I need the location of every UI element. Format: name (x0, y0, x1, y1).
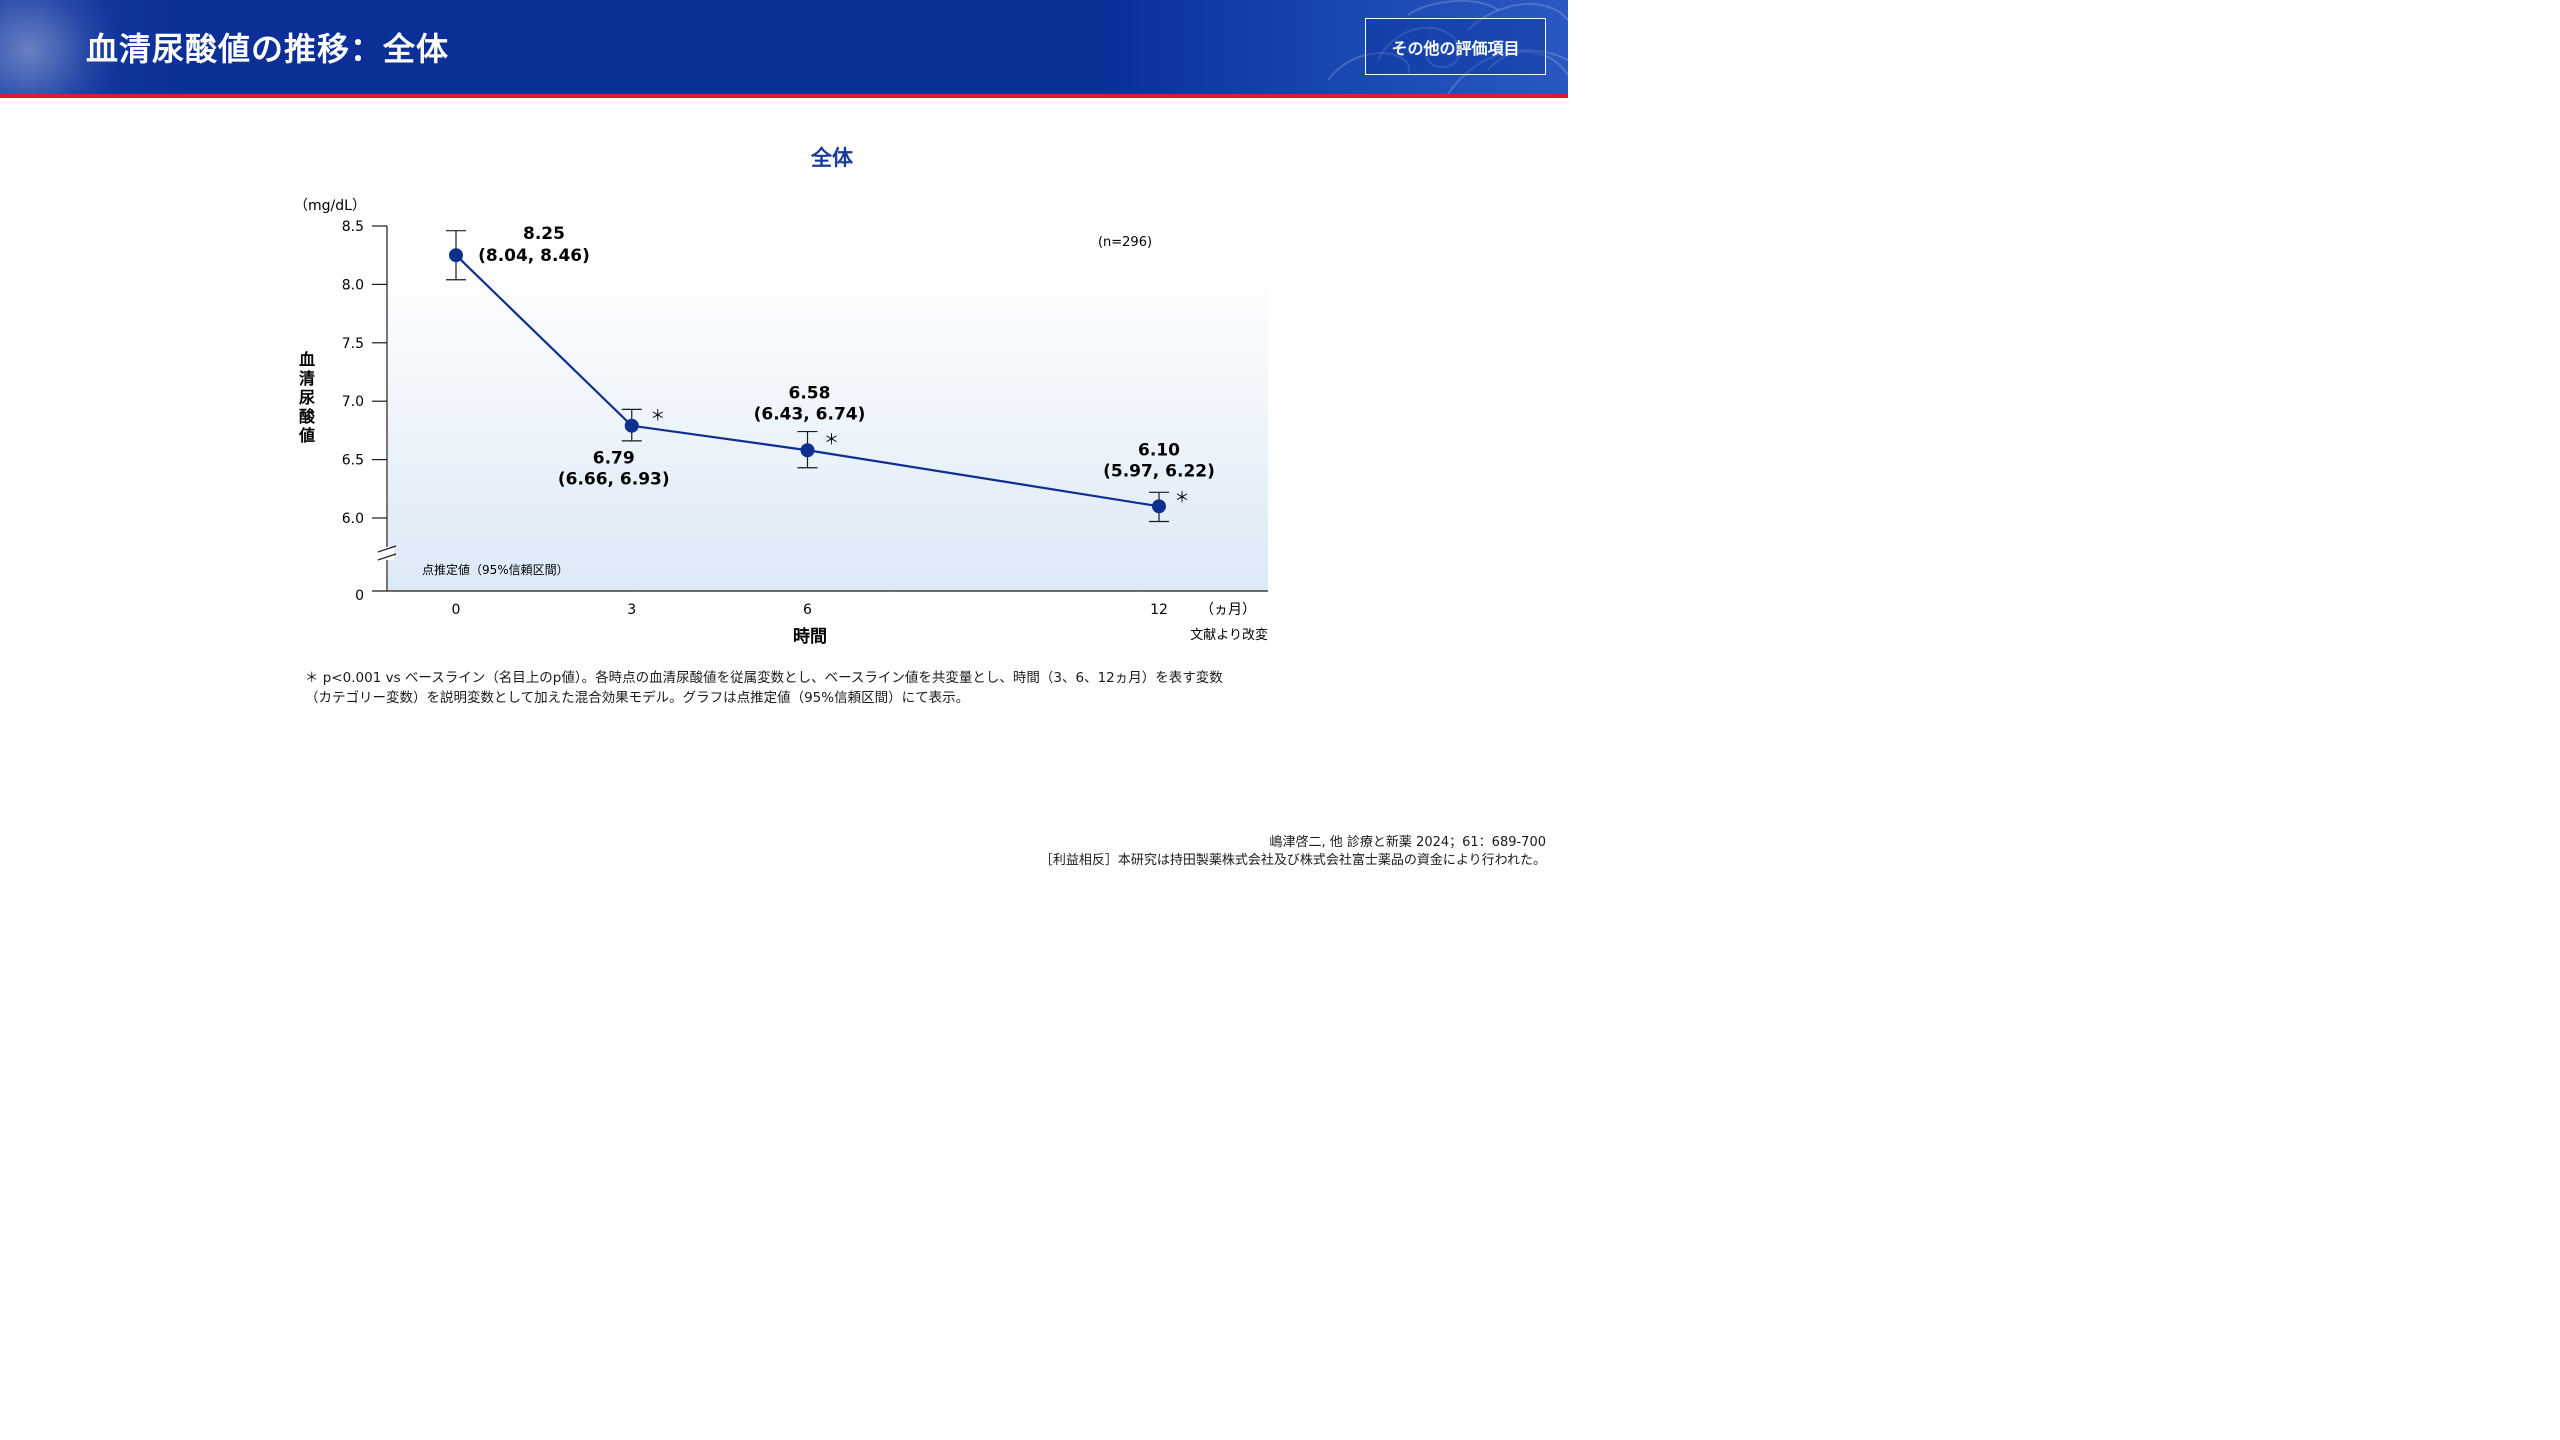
data-value-label: 8.25 (523, 224, 565, 244)
data-ci-label: (6.43, 6.74) (754, 404, 866, 424)
y-axis-label-char: 酸 (299, 407, 316, 426)
axis-break-mark-1 (377, 545, 397, 553)
y-tick-label: 7.0 (342, 394, 364, 410)
footnote-line-1: ＊ p<0.001 vs ベースライン（名目上のp値）。各時点の血清尿酸値を従属… (305, 670, 1223, 686)
chart: 全体 （mg/dL） (n=296) 血清尿酸値 8.5 8.0 7.5 7.0 6.5… (294, 146, 1268, 647)
y-axis-label: 血清尿酸値 (298, 350, 316, 445)
x-tick-label: 6 (803, 602, 812, 618)
data-value-label: 6.10 (1138, 440, 1180, 460)
footnote-line-2: （カテゴリー変数）を説明変数として加えた混合効果モデル。グラフは点推定値（95%… (305, 690, 970, 706)
x-axis-unit: （ヵ月） (1200, 602, 1256, 618)
data-point (800, 443, 815, 458)
source-note: 文献より改変 (1190, 627, 1268, 643)
header-glow-decoration (0, 0, 120, 94)
legend-note: 点推定値（95%信頼区間） (422, 562, 569, 577)
other-endpoints-button[interactable]: その他の評価項目 (1365, 18, 1546, 75)
y-axis-label-char: 値 (298, 426, 315, 445)
y-tick-label: 6.0 (342, 511, 364, 527)
citation: 嶋津啓二, 他 診療と新薬 2024；61：689-700 ［利益相反］本研究は… (1040, 834, 1546, 870)
y-axis-label-char: 血 (299, 350, 315, 369)
x-tick-label: 0 (452, 602, 461, 618)
x-axis-label: 時間 (793, 626, 827, 647)
x-tick-label: 12 (1150, 602, 1168, 618)
footnote: ＊ p<0.001 vs ベースライン（名目上のp値）。各時点の血清尿酸値を従属… (305, 668, 1275, 708)
data-point (449, 248, 463, 263)
chart-title: 全体 (810, 146, 854, 170)
wave-pattern-decoration (1327, 0, 1568, 94)
data-value-label: 6.58 (789, 383, 831, 403)
data-ci-label: (6.66, 6.93) (558, 470, 670, 490)
data-ci-label: (5.97, 6.22) (1103, 461, 1215, 481)
data-point (1152, 499, 1166, 514)
y-tick-label: 8.5 (342, 219, 364, 235)
page-title: 血清尿酸値の推移：全体 (86, 30, 450, 68)
significance-marker: ＊ (650, 407, 665, 425)
data-point (624, 418, 639, 433)
y-axis-label-char: 清 (299, 369, 315, 388)
y-axis-unit: （mg/dL） (294, 198, 366, 214)
y-axis-label-char: 尿 (299, 388, 315, 407)
citation-reference: 嶋津啓二, 他 診療と新薬 2024；61：689-700 (1269, 835, 1546, 850)
x-tick-label: 3 (627, 602, 636, 618)
data-ci-label: (8.04, 8.46) (478, 246, 590, 266)
plot-background (388, 260, 1268, 591)
series-line (455, 254, 1160, 508)
data-value-label: 6.79 (593, 449, 635, 469)
conflict-of-interest: ［利益相反］本研究は持田製薬株式会社及び株式会社富士薬品の資金により行われた。 (1039, 853, 1546, 868)
header-bar: 血清尿酸値の推移：全体 その他の評価項目 (0, 0, 1568, 98)
y-tick-label: 6.5 (342, 453, 364, 469)
sample-size: (n=296) (1098, 235, 1152, 250)
axis-break-mark-2 (377, 553, 397, 561)
y-tick-label-zero: 0 (355, 588, 364, 604)
significance-marker: ＊ (824, 430, 839, 448)
y-tick-label: 8.0 (342, 277, 364, 293)
significance-marker: ＊ (1174, 488, 1189, 506)
y-tick-label: 7.5 (342, 336, 364, 352)
